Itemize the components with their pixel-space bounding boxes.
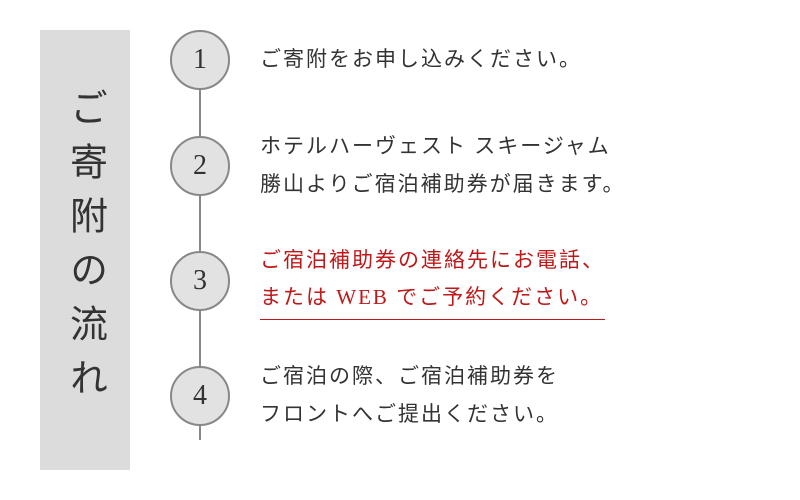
step-text: ご宿泊の際、ご宿泊補助券をフロントへご提出ください。 [260, 358, 559, 434]
step-text: ホテルハーヴェスト スキージャム勝山よりご宿泊補助券が届きます。 [260, 128, 625, 204]
step-number-circle: 3 [170, 251, 230, 311]
step-text-highlight: ご宿泊補助券の連絡先にお電話、または WEB でご予約ください。 [260, 242, 605, 321]
step-item: 4 ご宿泊の際、ご宿泊補助券をフロントへご提出ください。 [170, 358, 760, 434]
steps-container: 1 ご寄附をお申し込みください。 2 ホテルハーヴェスト スキージャム勝山よりご… [170, 30, 760, 470]
step-number-circle: 4 [170, 366, 230, 426]
step-item: 1 ご寄附をお申し込みください。 [170, 30, 760, 90]
page-title: ご寄附の流れ [58, 88, 113, 412]
title-box: ご寄附の流れ [40, 30, 130, 470]
step-number-circle: 2 [170, 136, 230, 196]
step-item: 3 ご宿泊補助券の連絡先にお電話、または WEB でご予約ください。 [170, 242, 760, 321]
step-item: 2 ホテルハーヴェスト スキージャム勝山よりご宿泊補助券が届きます。 [170, 128, 760, 204]
step-number-circle: 1 [170, 30, 230, 90]
step-text: ご寄附をお申し込みください。 [260, 41, 582, 79]
